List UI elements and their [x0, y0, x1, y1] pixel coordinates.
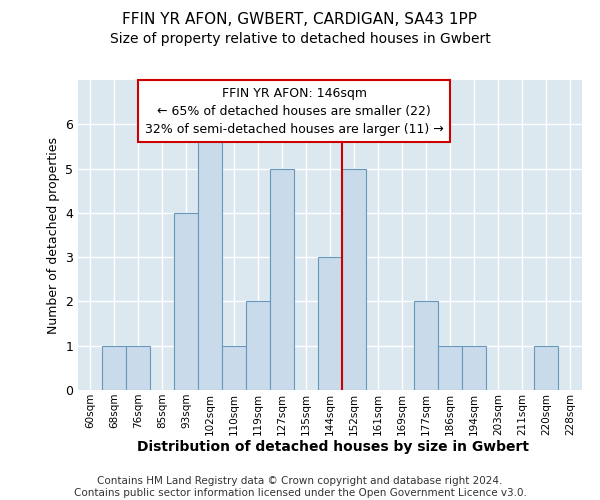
- Bar: [438, 346, 462, 390]
- Bar: [222, 346, 246, 390]
- Bar: [462, 346, 486, 390]
- Bar: [318, 257, 342, 390]
- Text: FFIN YR AFON: 146sqm
← 65% of detached houses are smaller (22)
32% of semi-detac: FFIN YR AFON: 146sqm ← 65% of detached h…: [145, 86, 443, 136]
- Text: Distribution of detached houses by size in Gwbert: Distribution of detached houses by size …: [137, 440, 529, 454]
- Text: Contains HM Land Registry data © Crown copyright and database right 2024.
Contai: Contains HM Land Registry data © Crown c…: [74, 476, 526, 498]
- Bar: [102, 346, 126, 390]
- Bar: [534, 346, 558, 390]
- Bar: [126, 346, 150, 390]
- Y-axis label: Number of detached properties: Number of detached properties: [47, 136, 59, 334]
- Bar: [342, 168, 366, 390]
- Bar: [270, 168, 294, 390]
- Text: Size of property relative to detached houses in Gwbert: Size of property relative to detached ho…: [110, 32, 490, 46]
- Bar: [246, 302, 270, 390]
- Bar: [174, 213, 198, 390]
- Text: FFIN YR AFON, GWBERT, CARDIGAN, SA43 1PP: FFIN YR AFON, GWBERT, CARDIGAN, SA43 1PP: [122, 12, 478, 28]
- Bar: [414, 302, 438, 390]
- Bar: [198, 124, 222, 390]
